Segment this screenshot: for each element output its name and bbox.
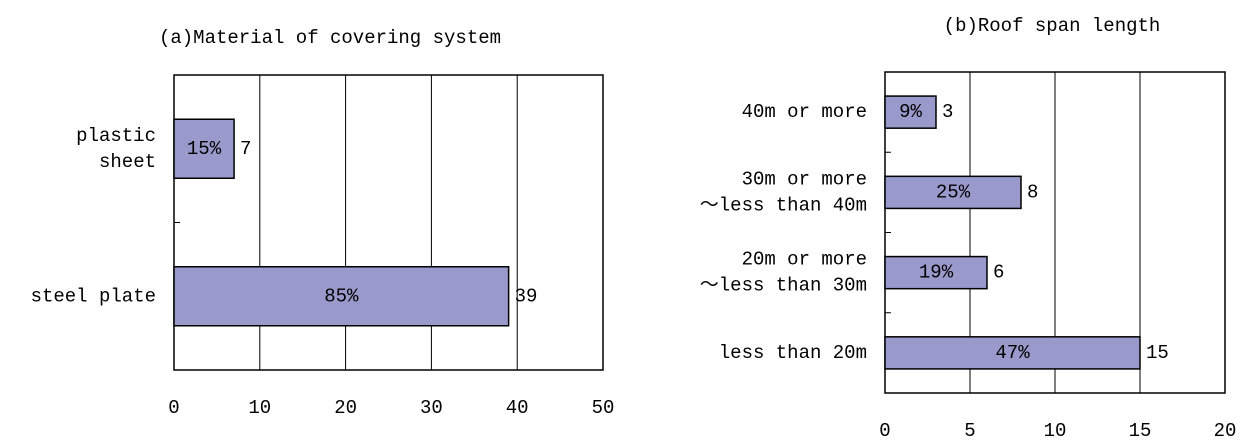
- value-label: 6: [993, 262, 1004, 284]
- percent-label: 25%: [936, 181, 971, 203]
- x-tick-label: 10: [248, 397, 271, 419]
- x-tick-label: 0: [168, 397, 179, 419]
- value-label: 3: [942, 101, 953, 123]
- percent-label: 9%: [899, 101, 922, 123]
- percent-label: 19%: [919, 262, 954, 284]
- y-tick-label: 20m or more ～less than 30m: [700, 249, 867, 297]
- y-tick-label-line: ～less than 40m: [700, 194, 867, 216]
- value-label: 7: [240, 138, 251, 160]
- y-tick-label-line: 20m or more: [742, 249, 867, 271]
- bar: [884, 336, 1141, 370]
- y-tick-label: 30m or more ～less than 40m: [700, 168, 867, 216]
- x-tick-label: 0: [879, 420, 890, 439]
- bar: [173, 118, 235, 179]
- x-tick-label: 5: [964, 420, 975, 439]
- x-tick-label: 30: [420, 397, 443, 419]
- y-tick-label-line: ～less than 30m: [700, 275, 867, 297]
- y-tick-label-line: less than 20m: [719, 342, 867, 364]
- x-tick-label: 50: [592, 397, 615, 419]
- chart-title: (b)Roof span length: [944, 15, 1161, 37]
- y-tick-label: less than 20m: [719, 342, 867, 364]
- x-tick-label: 10: [1044, 420, 1067, 439]
- y-tick-label: steel plate: [31, 285, 156, 307]
- value-label: 8: [1027, 181, 1038, 203]
- x-tick-label: 40: [506, 397, 529, 419]
- percent-label: 47%: [995, 342, 1030, 364]
- y-tick-label-line: 30m or more: [742, 168, 867, 190]
- bar: [884, 95, 937, 129]
- y-tick-label-line: steel plate: [31, 285, 156, 307]
- x-tick-label: 20: [1214, 420, 1237, 439]
- y-tick-label-line: sheet: [99, 151, 156, 173]
- y-tick-label-line: plastic: [76, 125, 156, 147]
- bar: [884, 255, 988, 290]
- value-label: 39: [515, 285, 538, 307]
- percent-label: 15%: [187, 138, 222, 160]
- y-tick-label-line: 40m or more: [742, 101, 867, 123]
- y-tick-label: 40m or more: [742, 101, 867, 123]
- bar: [173, 266, 510, 327]
- y-tick-label: plastic sheet: [76, 125, 156, 173]
- percent-label: 85%: [324, 285, 359, 307]
- x-tick-label: 15: [1129, 420, 1152, 439]
- chart-title: (a)Material of covering system: [159, 27, 501, 49]
- value-label: 15: [1146, 342, 1169, 364]
- x-tick-label: 20: [334, 397, 357, 419]
- bar: [884, 175, 1022, 210]
